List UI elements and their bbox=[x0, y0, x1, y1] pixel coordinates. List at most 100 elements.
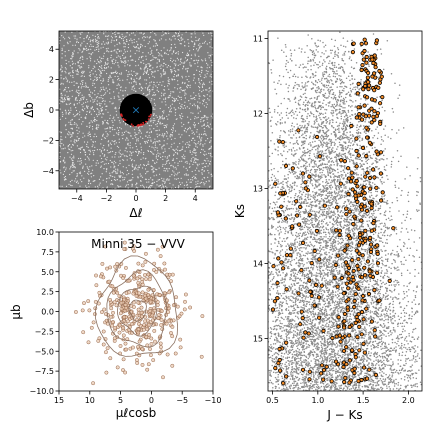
field-star-point bbox=[171, 79, 173, 81]
field-star-point bbox=[198, 70, 201, 73]
cmd-field-point bbox=[377, 265, 380, 268]
cmd-field-point bbox=[334, 50, 337, 52]
field-star-point bbox=[162, 81, 164, 83]
field-star-point bbox=[153, 181, 155, 183]
field-star-point bbox=[72, 133, 74, 135]
field-star-point bbox=[120, 100, 122, 102]
field-star-point bbox=[153, 99, 155, 101]
field-star-point bbox=[162, 111, 164, 113]
field-star-point bbox=[163, 178, 165, 180]
cmd-field-point bbox=[254, 320, 256, 322]
field-star-point bbox=[123, 159, 125, 161]
field-star-point bbox=[75, 82, 77, 84]
field-star-point bbox=[107, 162, 110, 165]
proper-motion-point bbox=[134, 293, 139, 298]
field-star-point bbox=[76, 175, 78, 177]
cmd-field-point bbox=[363, 152, 365, 154]
field-star-point bbox=[78, 138, 80, 140]
cmd-field-point bbox=[415, 291, 418, 293]
proper-motion-point bbox=[130, 345, 135, 350]
field-star-point bbox=[167, 170, 169, 172]
field-star-point bbox=[205, 116, 207, 118]
field-star-point bbox=[158, 134, 160, 136]
field-star-point bbox=[186, 70, 188, 72]
proper-motion-point bbox=[167, 318, 172, 323]
field-star-point bbox=[105, 171, 107, 173]
field-star-point bbox=[191, 158, 193, 160]
field-star-point bbox=[119, 153, 121, 155]
proper-motion-point bbox=[165, 352, 170, 357]
field-star-point bbox=[123, 60, 125, 62]
cmd-field-point bbox=[256, 252, 258, 254]
field-star-point bbox=[176, 157, 178, 160]
field-star-point bbox=[59, 142, 61, 144]
cmd-field-point bbox=[224, 360, 226, 362]
field-star-point bbox=[71, 95, 73, 97]
field-star-point bbox=[123, 42, 125, 44]
field-star-point bbox=[118, 138, 120, 140]
cmd-field-point bbox=[355, 173, 358, 176]
cmd-field-point bbox=[342, 392, 344, 394]
field-star-point bbox=[88, 89, 90, 91]
field-star-point bbox=[67, 146, 69, 148]
cmd-field-point bbox=[277, 316, 279, 319]
field-star-point bbox=[87, 86, 89, 88]
field-star-point bbox=[155, 57, 157, 59]
field-star-point bbox=[97, 93, 99, 95]
field-star-point bbox=[130, 78, 133, 80]
field-star-point bbox=[148, 145, 151, 147]
field-star-point bbox=[169, 175, 171, 177]
cmd-field-point bbox=[390, 318, 392, 321]
field-star-point bbox=[204, 150, 206, 153]
field-star-point bbox=[68, 131, 70, 133]
cmd-field-point bbox=[377, 232, 380, 235]
field-star-point bbox=[83, 141, 86, 143]
field-star-point bbox=[132, 137, 134, 140]
field-star-point bbox=[165, 64, 167, 66]
field-star-point bbox=[77, 132, 79, 135]
field-star-point bbox=[78, 48, 80, 50]
field-star-point bbox=[201, 169, 204, 171]
density-contour bbox=[117, 285, 157, 337]
field-star-point bbox=[71, 31, 73, 33]
field-star-point bbox=[180, 105, 182, 107]
field-star-point bbox=[157, 152, 159, 154]
field-star-point bbox=[100, 89, 103, 91]
field-star-point bbox=[197, 116, 199, 118]
field-star-point bbox=[195, 173, 197, 176]
proper-motion-x-label: μℓcosb bbox=[116, 406, 156, 420]
cmd-field-point bbox=[313, 293, 316, 295]
field-star-point bbox=[114, 45, 116, 47]
cmd-field-point bbox=[403, 389, 405, 391]
field-star-point bbox=[198, 93, 200, 95]
field-star-point bbox=[152, 183, 154, 185]
cmd-field-point bbox=[298, 348, 301, 351]
field-star-point bbox=[65, 185, 68, 187]
field-star-point bbox=[159, 115, 161, 117]
field-star-point bbox=[152, 75, 154, 77]
field-star-point bbox=[87, 146, 89, 148]
field-star-point bbox=[87, 101, 89, 103]
field-star-point bbox=[112, 102, 114, 104]
field-star-point bbox=[66, 91, 68, 93]
field-star-point bbox=[173, 76, 175, 78]
field-star-point bbox=[202, 124, 204, 126]
field-star-point bbox=[102, 113, 104, 115]
field-star-point bbox=[65, 113, 67, 115]
cmd-field-point bbox=[290, 207, 293, 210]
cmd-field-point bbox=[344, 145, 347, 148]
cmd-field-point bbox=[348, 302, 350, 304]
field-star-point bbox=[162, 118, 164, 120]
field-star-point bbox=[75, 109, 78, 112]
field-star-point bbox=[80, 98, 82, 100]
field-star-point bbox=[72, 170, 74, 172]
field-star-point bbox=[122, 40, 125, 42]
field-star-point bbox=[68, 121, 70, 123]
field-star-point bbox=[69, 168, 71, 170]
proper-motion-point bbox=[142, 273, 147, 278]
field-star-point bbox=[130, 159, 133, 162]
field-star-point bbox=[147, 187, 150, 189]
cmd-field-point bbox=[270, 212, 273, 215]
field-star-point bbox=[204, 116, 206, 118]
